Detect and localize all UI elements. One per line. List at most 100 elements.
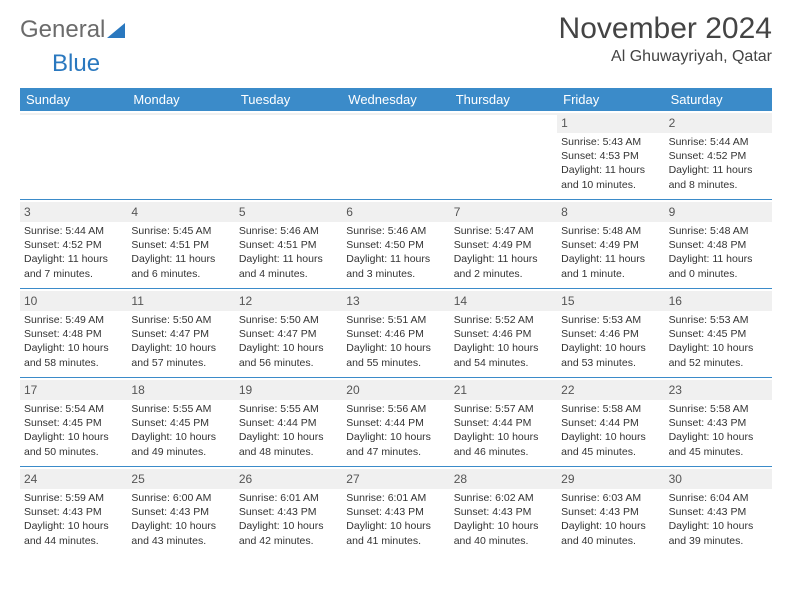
day-cell: 24Sunrise: 5:59 AMSunset: 4:43 PMDayligh…	[20, 467, 127, 555]
daylight: Daylight: 10 hours and 50 minutes.	[24, 430, 123, 458]
day-number: 29	[561, 472, 574, 486]
dayname-thu: Thursday	[450, 88, 557, 111]
sunset: Sunset: 4:45 PM	[24, 416, 123, 430]
day-number: 28	[454, 472, 467, 486]
daynum-row: 19	[235, 380, 342, 400]
daylight: Daylight: 11 hours and 4 minutes.	[239, 252, 338, 280]
sunrise: Sunrise: 5:52 AM	[454, 313, 553, 327]
daynum-row: 1	[557, 113, 664, 133]
daylight: Daylight: 10 hours and 54 minutes.	[454, 341, 553, 369]
sunrise: Sunrise: 5:48 AM	[561, 224, 660, 238]
daylight: Daylight: 10 hours and 45 minutes.	[561, 430, 660, 458]
daynum-row: 21	[450, 380, 557, 400]
day-cell: 18Sunrise: 5:55 AMSunset: 4:45 PMDayligh…	[127, 378, 234, 466]
day-info: Sunrise: 5:50 AMSunset: 4:47 PMDaylight:…	[131, 313, 230, 370]
daynum-row	[342, 113, 449, 115]
day-cell: 8Sunrise: 5:48 AMSunset: 4:49 PMDaylight…	[557, 200, 664, 288]
day-info: Sunrise: 5:45 AMSunset: 4:51 PMDaylight:…	[131, 224, 230, 281]
daylight: Daylight: 10 hours and 41 minutes.	[346, 519, 445, 547]
day-number: 17	[24, 383, 37, 397]
daynum-row: 24	[20, 469, 127, 489]
sunrise: Sunrise: 5:53 AM	[669, 313, 768, 327]
sunset: Sunset: 4:43 PM	[131, 505, 230, 519]
sunrise: Sunrise: 5:49 AM	[24, 313, 123, 327]
daynum-row: 28	[450, 469, 557, 489]
daynum-row	[127, 113, 234, 115]
day-cell: 21Sunrise: 5:57 AMSunset: 4:44 PMDayligh…	[450, 378, 557, 466]
daylight: Daylight: 10 hours and 48 minutes.	[239, 430, 338, 458]
sunrise: Sunrise: 5:50 AM	[239, 313, 338, 327]
daynum-row	[450, 113, 557, 115]
daylight: Daylight: 11 hours and 0 minutes.	[669, 252, 768, 280]
day-cell: 1Sunrise: 5:43 AMSunset: 4:53 PMDaylight…	[557, 111, 664, 199]
daynum-row: 8	[557, 202, 664, 222]
sunset: Sunset: 4:47 PM	[239, 327, 338, 341]
day-cell: 10Sunrise: 5:49 AMSunset: 4:48 PMDayligh…	[20, 289, 127, 377]
daynum-row: 14	[450, 291, 557, 311]
sunrise: Sunrise: 5:43 AM	[561, 135, 660, 149]
day-info: Sunrise: 6:04 AMSunset: 4:43 PMDaylight:…	[669, 491, 768, 548]
daynum-row: 2	[665, 113, 772, 133]
month-title: November 2024	[559, 12, 772, 46]
daynum-row: 22	[557, 380, 664, 400]
daynum-row: 29	[557, 469, 664, 489]
day-info: Sunrise: 5:55 AMSunset: 4:44 PMDaylight:…	[239, 402, 338, 459]
day-number: 14	[454, 294, 467, 308]
sunset: Sunset: 4:44 PM	[561, 416, 660, 430]
sunset: Sunset: 4:43 PM	[346, 505, 445, 519]
day-cell: 19Sunrise: 5:55 AMSunset: 4:44 PMDayligh…	[235, 378, 342, 466]
day-cell: 20 Sunrise: 5:56 AMSunset: 4:44 PMDayligh…	[342, 378, 449, 466]
daynum-row: 26	[235, 469, 342, 489]
sunrise: Sunrise: 5:58 AM	[561, 402, 660, 416]
day-number: 3	[24, 205, 31, 219]
daylight: Daylight: 11 hours and 10 minutes.	[561, 163, 660, 191]
daynum-row: 15	[557, 291, 664, 311]
day-cell	[450, 111, 557, 199]
daylight: Daylight: 11 hours and 6 minutes.	[131, 252, 230, 280]
daynum-row: 12	[235, 291, 342, 311]
daylight: Daylight: 11 hours and 1 minute.	[561, 252, 660, 280]
day-info: Sunrise: 5:56 AMSunset: 4:44 PMDaylight:…	[346, 402, 445, 459]
day-info: Sunrise: 6:00 AMSunset: 4:43 PMDaylight:…	[131, 491, 230, 548]
week-row: 10Sunrise: 5:49 AMSunset: 4:48 PMDayligh…	[20, 289, 772, 378]
sunset: Sunset: 4:43 PM	[561, 505, 660, 519]
daynum-row: 11	[127, 291, 234, 311]
daylight: Daylight: 10 hours and 43 minutes.	[131, 519, 230, 547]
sunset: Sunset: 4:46 PM	[561, 327, 660, 341]
day-cell: 17 Sunrise: 5:54 AMSunset: 4:45 PMDayligh…	[20, 378, 127, 466]
day-cell: 5Sunrise: 5:46 AMSunset: 4:51 PMDaylight…	[235, 200, 342, 288]
sunset: Sunset: 4:44 PM	[454, 416, 553, 430]
sunrise: Sunrise: 5:44 AM	[669, 135, 768, 149]
day-number: 20	[346, 383, 359, 397]
day-info: Sunrise: 5:47 AMSunset: 4:49 PMDaylight:…	[454, 224, 553, 281]
day-info: Sunrise: 6:01 AMSunset: 4:43 PMDaylight:…	[346, 491, 445, 548]
sunset: Sunset: 4:53 PM	[561, 149, 660, 163]
daylight: Daylight: 11 hours and 2 minutes.	[454, 252, 553, 280]
daylight: Daylight: 10 hours and 49 minutes.	[131, 430, 230, 458]
day-number: 15	[561, 294, 574, 308]
day-cell: 29Sunrise: 6:03 AMSunset: 4:43 PMDayligh…	[557, 467, 664, 555]
day-info: Sunrise: 5:44 AMSunset: 4:52 PMDaylight:…	[24, 224, 123, 281]
day-number: 23	[669, 383, 682, 397]
day-info: Sunrise: 5:50 AMSunset: 4:47 PMDaylight:…	[239, 313, 338, 370]
day-info: Sunrise: 5:54 AMSunset: 4:45 PMDaylight:…	[24, 402, 123, 459]
day-info: Sunrise: 5:43 AMSunset: 4:53 PMDaylight:…	[561, 135, 660, 192]
day-cell: 11 Sunrise: 5:50 AMSunset: 4:47 PMDayligh…	[127, 289, 234, 377]
day-info: Sunrise: 5:53 AMSunset: 4:45 PMDaylight:…	[669, 313, 768, 370]
daylight: Daylight: 11 hours and 3 minutes.	[346, 252, 445, 280]
day-info: Sunrise: 5:59 AMSunset: 4:43 PMDaylight:…	[24, 491, 123, 548]
daynum-row: 9	[665, 202, 772, 222]
week-row: 3 Sunrise: 5:44 AMSunset: 4:52 PMDaylight…	[20, 200, 772, 289]
sunrise: Sunrise: 6:03 AM	[561, 491, 660, 505]
day-info: Sunrise: 5:57 AMSunset: 4:44 PMDaylight:…	[454, 402, 553, 459]
daynum-row	[20, 113, 127, 115]
sunrise: Sunrise: 5:54 AM	[24, 402, 123, 416]
week-row: 17Sunrise: 5:54 AMSunset: 4:45 PMDayligh…	[20, 378, 772, 467]
day-number: 11	[131, 294, 143, 308]
week-row: 24Sunrise: 5:59 AMSunset: 4:43 PMDayligh…	[20, 467, 772, 555]
daylight: Daylight: 10 hours and 55 minutes.	[346, 341, 445, 369]
day-cell	[235, 111, 342, 199]
dayname-fri: Friday	[557, 88, 664, 111]
day-cell	[342, 111, 449, 199]
sunrise: Sunrise: 5:45 AM	[131, 224, 230, 238]
